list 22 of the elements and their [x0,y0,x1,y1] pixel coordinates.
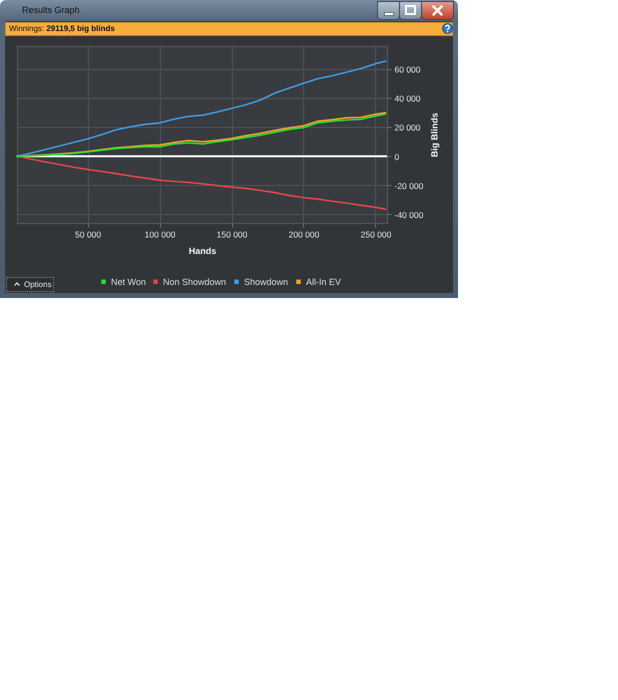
y-tick-label: 40 000 [394,94,421,104]
line-series [16,60,386,158]
y-tick-label: -40 000 [394,210,424,220]
x-tick-label: 200 000 [288,230,320,240]
legend-label: Showdown [244,276,288,287]
y-tick-label: 20 000 [394,122,421,133]
chart-subtitle: Winnings: 29119,5 big blinds [9,24,115,33]
y-tick-label: 0 [394,152,400,162]
legend-label: All-In EV [306,276,342,287]
y-tick-label: -20 000 [394,180,424,191]
chart-title: Results Graph [22,5,80,15]
legend-label: Non Showdown [163,276,226,287]
y-axis-title: Big Blinds [430,112,440,158]
x-axis-title: Hands [188,246,216,256]
x-tick-label: 50 000 [75,230,102,240]
line-series [16,155,386,210]
options-button: Options [6,277,54,292]
legend-label: Net Won [111,276,146,287]
y-tick-label: 60 000 [394,64,421,75]
x-tick-label: 250 000 [360,230,392,240]
x-tick-label: 150 000 [216,230,248,240]
x-tick-label: 100 000 [144,230,176,240]
